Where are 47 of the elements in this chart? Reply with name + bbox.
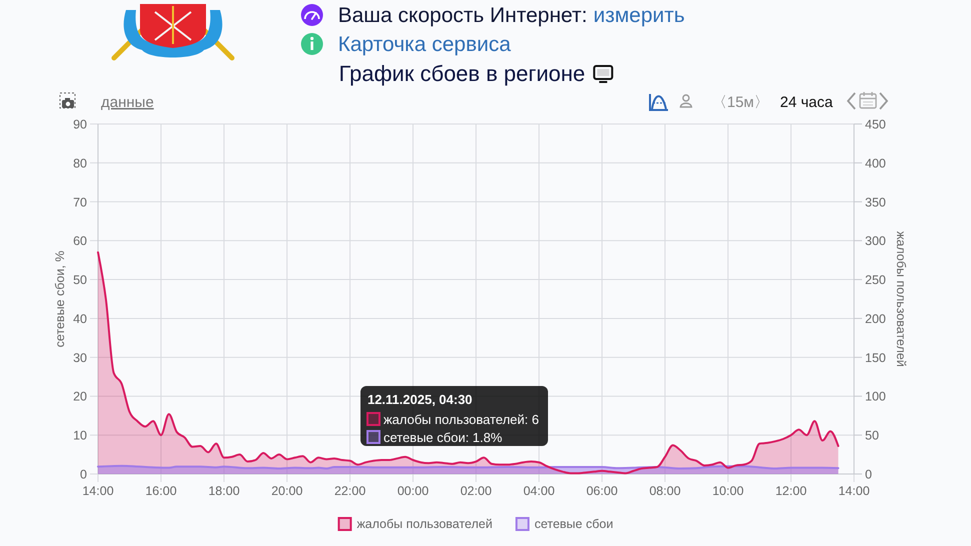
annotation: 12.11.2025, 04:30 xyxy=(367,392,472,407)
y2-tick-label: 50 xyxy=(865,428,879,443)
annotation: жалобы пользователей: 6 xyxy=(383,412,540,427)
text: Карточка сервиса xyxy=(338,33,512,56)
x-tick-label: 04:00 xyxy=(523,484,555,498)
y-tick-label: 60 xyxy=(73,234,88,248)
legend-label: жалобы пользователей xyxy=(356,517,492,531)
chart-title: График сбоев в регионе xyxy=(338,61,586,86)
y-tick-label: 0 xyxy=(80,468,88,482)
y-tick-label: 40 xyxy=(73,312,88,326)
y-tick-label: 20 xyxy=(73,390,88,404)
x-tick-label: 14:00 xyxy=(838,484,870,498)
x-tick-label: 08:00 xyxy=(649,484,681,498)
x-tick-label: 06:00 xyxy=(586,484,618,498)
y2-tick-label: 250 xyxy=(865,273,886,288)
x-tick-label: 16:00 xyxy=(145,484,177,498)
y2-tick-label: 100 xyxy=(865,390,886,404)
y2-tick-label: 450 xyxy=(865,118,886,132)
y2-tick-label: 400 xyxy=(865,156,886,170)
x-tick-label: 20:00 xyxy=(271,484,303,498)
x-tick-label: 00:00 xyxy=(397,484,429,498)
x-tick-label: 18:00 xyxy=(208,484,240,498)
text: 〈15м〉 xyxy=(712,94,769,111)
y2-tick-label: 0 xyxy=(865,468,872,482)
y2-axis-title: жалобы пользователей xyxy=(894,231,908,367)
x-tick-label: 02:00 xyxy=(460,484,492,498)
text: измерить xyxy=(593,4,685,27)
x-tick-label: 22:00 xyxy=(334,484,366,498)
y2-tick-label: 200 xyxy=(865,312,886,326)
y2-tick-label: 300 xyxy=(865,234,886,248)
y-tick-label: 70 xyxy=(73,195,88,210)
y-tick-label: 50 xyxy=(73,273,88,288)
annotation: сетевые сбои: 1.8% xyxy=(383,430,503,445)
y-tick-label: 30 xyxy=(73,350,88,365)
y-tick-label: 90 xyxy=(73,118,88,132)
x-tick-label: 14:00 xyxy=(82,484,114,498)
x-tick-label: 10:00 xyxy=(712,484,744,498)
legend-label: сетевые сбои xyxy=(534,517,614,531)
y-tick-label: 10 xyxy=(73,428,88,443)
y-tick-label: 80 xyxy=(73,156,88,170)
y2-tick-label: 350 xyxy=(865,195,886,210)
text: данные xyxy=(101,94,154,111)
y-axis-title: сетевые сбои, % xyxy=(53,250,67,348)
x-tick-label: 12:00 xyxy=(775,484,807,498)
text: Ваша скорость Интернет: xyxy=(338,4,588,27)
text: 24 часа xyxy=(780,94,834,111)
y2-tick-label: 150 xyxy=(865,350,886,365)
